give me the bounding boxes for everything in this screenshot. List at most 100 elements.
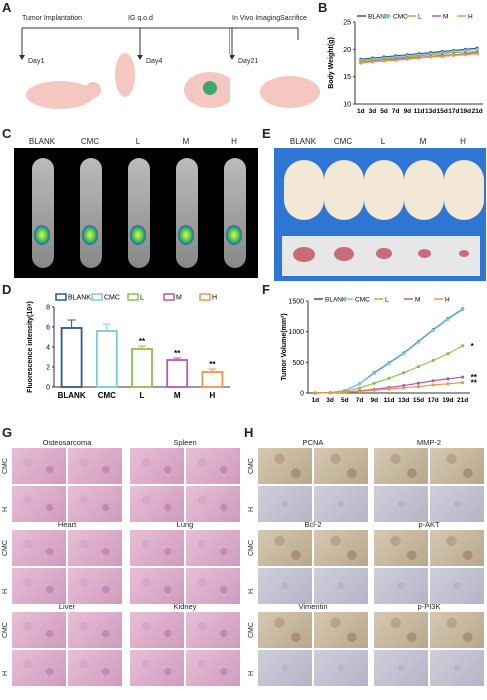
- data-point: [461, 375, 465, 379]
- y-tick-label: 1500: [288, 299, 304, 306]
- mouse-icon: [26, 81, 94, 109]
- fluorescence-signal: [34, 225, 50, 245]
- he-stain-image: [186, 486, 240, 522]
- x-tick-label: 13d: [398, 397, 409, 404]
- bar: [95, 330, 118, 388]
- ihc-stain-image: [314, 612, 368, 648]
- y-tick-label: 0: [300, 391, 304, 398]
- mouse-ivis-image: [32, 158, 54, 268]
- data-point: [372, 381, 376, 385]
- timeline-diagram: [19, 27, 230, 109]
- series-line: [315, 309, 463, 394]
- group-label: CMC: [333, 137, 353, 146]
- row-label: H: [2, 670, 9, 676]
- fluorescence-bar-chart: 0 2 4 6 8 Fluorescence intensity(10⁸) BLANK CMC…: [27, 293, 230, 400]
- row-label: CMC: [248, 622, 255, 638]
- legend-label: CMC: [393, 14, 408, 21]
- ihc-stain-image: [258, 612, 312, 648]
- he-stain-image: [68, 530, 122, 566]
- marker-label: Bcl-2: [304, 520, 322, 529]
- marker-label: PCNA: [302, 438, 324, 447]
- x-tick-label: BLANK: [58, 391, 86, 400]
- panel-label-h: H: [244, 425, 254, 440]
- group-label: H: [231, 137, 237, 146]
- y-tick-label: 2: [46, 365, 50, 372]
- he-stain-image: [12, 568, 66, 604]
- data-point: [431, 358, 435, 363]
- group-label: H: [460, 137, 466, 146]
- day-4: Day4: [146, 58, 163, 65]
- significance-mark: **: [139, 337, 146, 346]
- y-tick-label: 8: [46, 305, 50, 312]
- he-stain-image: [130, 568, 184, 604]
- data-point: [359, 61, 363, 65]
- group-label: M: [419, 137, 427, 146]
- legend-label: L: [418, 14, 422, 21]
- marker-label: p-AKT: [418, 520, 440, 529]
- data-point: [463, 53, 468, 57]
- data-point: [461, 307, 465, 312]
- data-point: [431, 379, 435, 383]
- bar: [60, 327, 83, 388]
- x-tick-label: 21d: [457, 397, 468, 404]
- data-point: [357, 382, 362, 386]
- step-in-vivo-imaging: In Vivo Imaging: [232, 15, 281, 22]
- panel-label-b: B: [318, 0, 328, 15]
- data-point: [313, 391, 317, 395]
- row-label: H: [248, 506, 255, 512]
- y-tick-label: 10: [343, 102, 351, 109]
- mouse-photo: [284, 160, 324, 220]
- he-stain-image: [68, 486, 122, 522]
- group-label: CMC: [80, 137, 100, 146]
- he-stain-image: [12, 448, 66, 484]
- fluorescence-signal: [178, 225, 194, 245]
- x-tick-label: 5d: [380, 108, 388, 115]
- x-tick-label: 15d: [413, 397, 424, 404]
- mouse-photo: [324, 160, 364, 220]
- significance-mark: **: [174, 349, 181, 358]
- timeline-diagram-right: [230, 27, 320, 108]
- legend-label: CMC: [355, 297, 370, 304]
- marker-label: Vimentin: [298, 602, 328, 611]
- mouse-icon: [115, 53, 135, 97]
- row-label: CMC: [2, 622, 9, 638]
- data-point: [387, 361, 391, 366]
- x-tick-label: 15d: [437, 108, 448, 115]
- legend-swatch: [91, 293, 103, 301]
- he-stain-image: [130, 448, 184, 484]
- legend-swatch: [199, 293, 211, 301]
- ihc-stain-image: [374, 612, 428, 648]
- y-axis-label: Fluorescence intensity(10⁸): [27, 301, 34, 393]
- data-point: [446, 377, 450, 381]
- ihc-stain-image: [374, 650, 428, 686]
- fluorescence-signal: [226, 225, 242, 245]
- data-point: [440, 54, 444, 59]
- he-stain-image: [68, 612, 122, 648]
- row-label: CMC: [248, 540, 255, 556]
- x-tick-label: L: [140, 391, 145, 400]
- data-point: [370, 60, 375, 64]
- y-axis-label: Body Weight(g): [328, 37, 335, 89]
- ihc-stain-image: [430, 568, 484, 604]
- mouse-photo: [364, 160, 404, 220]
- row-label: H: [2, 506, 9, 512]
- x-tick-label: 9d: [404, 108, 412, 115]
- mouse-photo: [404, 160, 444, 220]
- x-tick-label: CMC: [98, 391, 116, 400]
- ihc-stain-image: [430, 448, 484, 484]
- tumor-specimen: [334, 247, 354, 261]
- data-point: [405, 57, 409, 61]
- data-point: [416, 384, 421, 389]
- x-tick-label: 17d: [428, 397, 439, 404]
- y-tick-label: 25: [343, 20, 351, 27]
- data-point: [461, 380, 465, 385]
- he-stain-image: [68, 568, 122, 604]
- data-point: [387, 376, 391, 380]
- mouse-ivis-image: [176, 158, 198, 268]
- legend-label: H: [468, 14, 473, 21]
- he-stain-image: [12, 530, 66, 566]
- tumor-volume-chart: 0 500 1000 1500 1d 3d 5d 7d 9d 11d 13d 15d 17d 19d 21d…: [281, 297, 478, 405]
- legend-swatch: [127, 293, 139, 301]
- x-tick-label: 1d: [357, 108, 365, 115]
- ihc-stain-image: [314, 448, 368, 484]
